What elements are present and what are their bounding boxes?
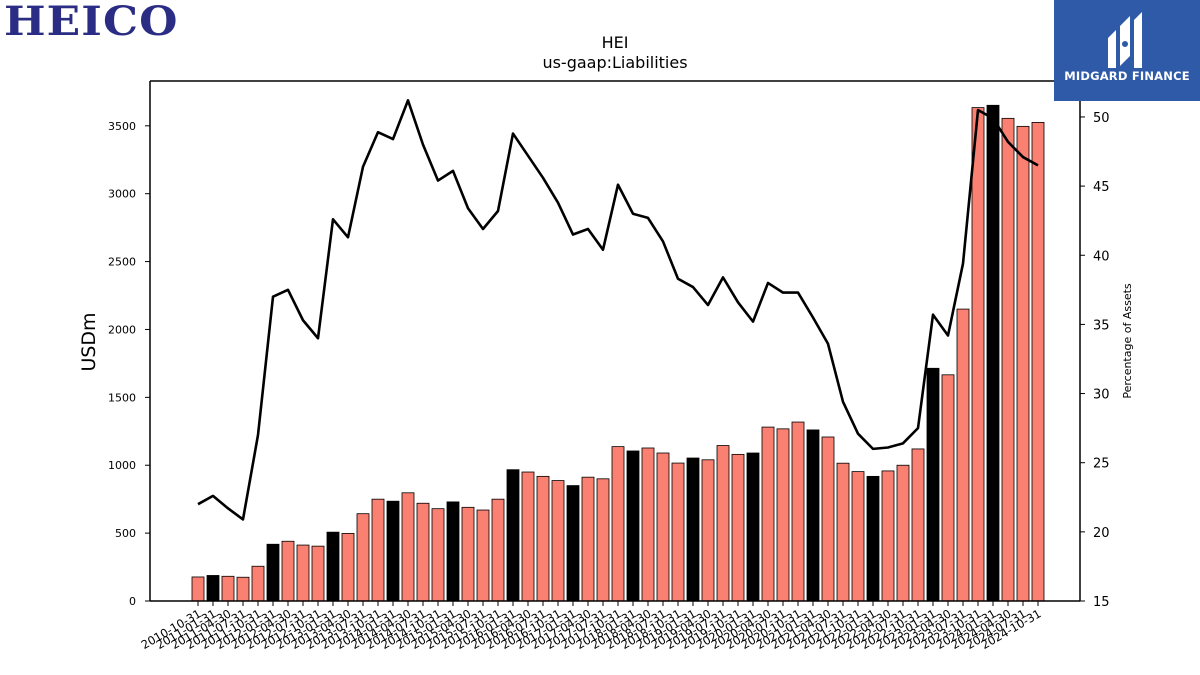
percentage-line [197,99,1039,521]
bar-2011-07-31 [236,576,250,602]
bar-2016-10-31 [551,480,565,602]
bar-2017-04-30 [581,476,595,602]
y-tick-label: 500 [115,527,136,540]
bar-2018-07-31 [656,452,670,602]
bar-2020-10-31 [791,421,805,602]
bar-2020-07-31 [776,428,790,602]
line-series [197,99,1039,521]
bar-2011-01-31 [206,575,220,602]
y2-axis-label: Percentage of Assets [1121,283,1134,399]
y2-tick-label: 40 [1093,249,1110,264]
y2-tick-label: 45 [1093,180,1110,195]
chart-title: HEI [602,33,629,52]
bar-2021-01-31 [806,429,820,602]
bar-2017-01-31 [566,485,580,602]
bar-2013-01-31 [326,531,340,602]
bar-2018-01-31 [626,450,640,602]
bar-2024-04-30 [1001,117,1015,602]
bar-2022-01-31 [866,475,880,602]
heico-logo: HEICO [4,0,179,45]
bar-2019-07-31 [716,445,730,602]
bar-2019-04-30 [701,459,715,602]
y2-tick-label: 15 [1093,595,1110,610]
bar-2024-10-31 [1031,122,1045,602]
y2-tick-label: 35 [1093,318,1110,333]
x-axis-ticks: 2010-10-312011-01-312011-04-302011-07-31… [139,601,1044,652]
bar-2017-10-31 [611,446,625,602]
y-tick-label: 0 [129,595,136,608]
bar-2015-10-31 [491,498,505,602]
y2-axis-ticks: 15 20 25 30 35 40 45 50 [1080,111,1110,610]
bar-2024-01-31 [986,104,1000,602]
bar-2018-10-31 [671,462,685,602]
bar-2015-07-31 [476,509,490,602]
bar-2022-04-30 [881,470,895,602]
bar-2014-07-31 [416,502,430,602]
bar-2012-10-31 [311,545,325,602]
y-tick-label: 1000 [108,459,136,472]
bar-series [191,104,1045,602]
bar-2015-04-30 [461,506,475,602]
y-tick-label: 3500 [108,120,136,133]
bar-2013-07-31 [356,513,370,602]
y2-tick-label: 20 [1093,526,1110,541]
bar-2013-10-31 [371,498,385,602]
y-axis-label: USDm [78,312,100,371]
y-axis-ticks: 0 500 1000 1500 2000 2500 3000 3500 [108,120,150,608]
bar-2012-04-30 [281,540,295,602]
bar-2016-01-31 [506,469,520,602]
bar-2012-07-31 [296,544,310,602]
bar-2018-04-30 [641,447,655,602]
y-tick-label: 2000 [108,323,136,336]
bar-2024-07-31 [1016,125,1030,602]
bar-2021-07-31 [836,462,850,602]
midgard-emblem-icon [1108,12,1142,68]
bar-2020-04-30 [761,426,775,602]
y-tick-label: 3000 [108,188,136,201]
bar-2021-10-31 [851,471,865,602]
bar-2016-04-30 [521,471,535,602]
y-tick-label: 2500 [108,256,136,269]
bar-2011-04-30 [221,575,235,602]
bar-2015-01-31 [446,501,460,602]
bar-2010-10-31 [191,576,205,602]
bar-2016-07-31 [536,475,550,602]
bar-2012-01-31 [266,543,280,602]
bar-2019-10-31 [731,453,745,602]
bar-2014-10-31 [431,508,445,602]
y2-tick-label: 30 [1093,388,1110,403]
bar-2014-04-30 [401,492,415,602]
y2-tick-label: 50 [1093,111,1110,126]
bar-2023-07-31 [956,308,970,602]
chart-subtitle: us-gaap:Liabilities [542,53,687,72]
bar-2017-07-31 [596,478,610,602]
bar-2022-10-31 [911,448,925,602]
bar-2022-07-31 [896,464,910,602]
axes [149,80,1081,602]
bar-2020-01-31 [746,452,760,602]
y2-tick-label: 25 [1093,457,1110,472]
bar-2013-04-30 [341,532,355,602]
midgard-finance-logo: MIDGARD FINANCE [1054,0,1200,101]
y-tick-label: 1500 [108,391,136,404]
bar-2019-01-31 [686,457,700,602]
bar-2023-10-31 [971,107,985,602]
midgard-finance-wordmark: MIDGARD FINANCE [1064,69,1190,83]
bar-2021-04-30 [821,436,835,602]
bar-2023-04-30 [941,374,955,602]
bar-2014-01-31 [386,500,400,602]
bar-2011-10-31 [251,565,265,602]
bar-2023-01-31 [926,367,940,602]
